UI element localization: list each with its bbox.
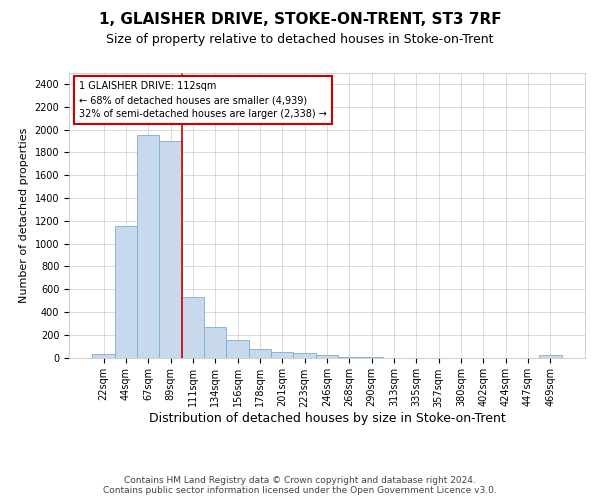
X-axis label: Distribution of detached houses by size in Stoke-on-Trent: Distribution of detached houses by size … bbox=[149, 412, 505, 425]
Y-axis label: Number of detached properties: Number of detached properties bbox=[19, 128, 29, 302]
Bar bbox=[338, 357, 361, 358]
Text: 1, GLAISHER DRIVE, STOKE-ON-TRENT, ST3 7RF: 1, GLAISHER DRIVE, STOKE-ON-TRENT, ST3 7… bbox=[98, 12, 502, 28]
Bar bbox=[182, 297, 204, 358]
Text: 1 GLAISHER DRIVE: 112sqm
← 68% of detached houses are smaller (4,939)
32% of sem: 1 GLAISHER DRIVE: 112sqm ← 68% of detach… bbox=[79, 81, 327, 119]
Bar bbox=[92, 354, 115, 358]
Bar bbox=[249, 349, 271, 358]
Bar bbox=[539, 355, 562, 358]
Bar bbox=[293, 353, 316, 358]
Text: Size of property relative to detached houses in Stoke-on-Trent: Size of property relative to detached ho… bbox=[106, 32, 494, 46]
Bar bbox=[361, 357, 383, 358]
Text: Contains HM Land Registry data © Crown copyright and database right 2024.
Contai: Contains HM Land Registry data © Crown c… bbox=[103, 476, 497, 495]
Bar bbox=[115, 226, 137, 358]
Bar bbox=[137, 135, 160, 358]
Bar bbox=[226, 340, 249, 357]
Bar bbox=[204, 326, 226, 358]
Bar bbox=[316, 354, 338, 358]
Bar bbox=[271, 352, 293, 358]
Bar bbox=[160, 141, 182, 358]
